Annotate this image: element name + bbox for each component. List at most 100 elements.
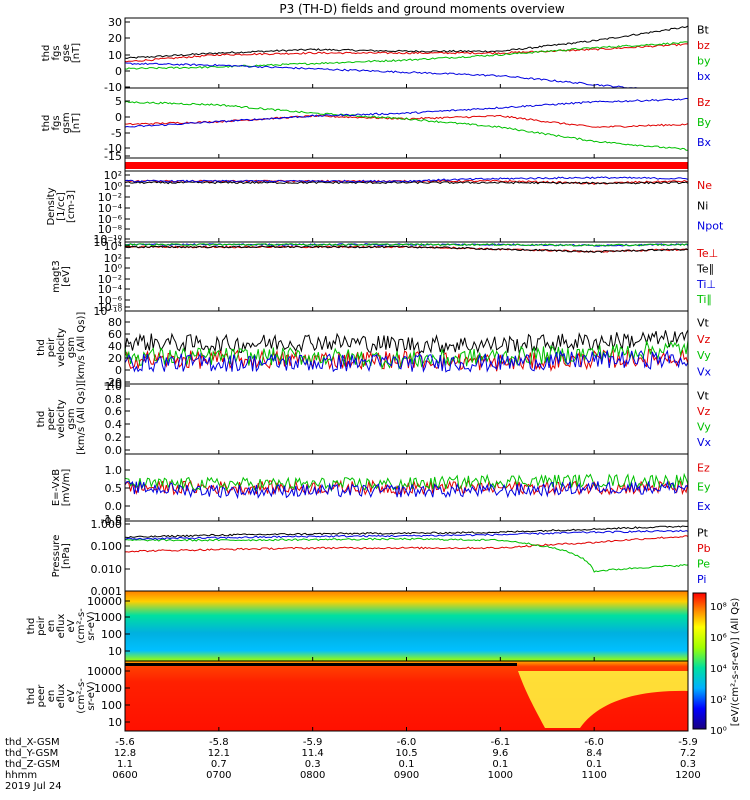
y-tick-label: 30: [108, 16, 122, 29]
y-tick-label: 0.2: [105, 431, 123, 444]
ephemeris-value: 11.4: [302, 748, 324, 759]
y-tick-label: 0.5: [105, 482, 123, 495]
y-axis-label: thd peir en eflux eV (cm²-s-sr-eV): [26, 608, 97, 644]
y-tick-label: 20: [108, 352, 122, 365]
legend-entry: bx: [697, 70, 711, 83]
y-tick-label: 0.8: [105, 393, 123, 406]
y-axis-label-line: [km/s (All Qs)]: [76, 312, 87, 384]
y-axis-label-line: thd: [41, 115, 52, 132]
y-axis-label-line: [km/s (All Qs)]: [76, 383, 87, 455]
series-line-pe: [124, 537, 689, 573]
legend-entry: Vt: [697, 317, 710, 330]
y-tick-label: -10: [104, 81, 122, 94]
legend-entry: Bx: [697, 136, 712, 149]
panel-peer-eflux: 10000 1000 100 10 thd peer en eflux eV (cm²-s-sr-…: [26, 660, 689, 732]
ephemeris-value: -5.8: [209, 737, 229, 748]
ephemeris-row-label: thd_Y-GSM: [5, 748, 58, 759]
y-tick-label: 100: [101, 699, 122, 712]
legend-entry: Ne: [697, 179, 712, 192]
y-axis-label-line: velocity: [56, 399, 67, 438]
spectrogram-image: [125, 591, 688, 661]
y-tick-label: 1.0: [105, 464, 123, 477]
y-tick-label: 10: [108, 645, 122, 658]
colorbar-tick-label: 10²: [710, 695, 727, 706]
legend-entry: Pi: [697, 573, 706, 586]
y-axis-label-line: thd: [26, 688, 37, 705]
ephemeris-value: 0700: [206, 770, 231, 781]
spectrogram-region: [518, 671, 688, 728]
y-axis-label-line: [mV/m]: [61, 469, 72, 507]
series-line-bx: [124, 97, 689, 128]
ephemeris-value: 12.8: [114, 748, 136, 759]
colorbar-tick-label: 10⁶: [710, 633, 727, 644]
ephemeris-value: 0900: [394, 770, 419, 781]
y-tick-label: 20: [108, 32, 122, 45]
y-tick-label: 1.000: [91, 518, 123, 531]
series-line-pi: [124, 529, 689, 540]
ephemeris-date: 2019 Jul 24: [5, 781, 62, 792]
y-tick-label: 0.0: [105, 500, 123, 513]
y-tick-label: 10⁻⁶: [98, 213, 123, 226]
panel-frame: [124, 453, 689, 522]
y-axis-label-line: peer: [46, 407, 57, 431]
y-tick-label: -5: [111, 127, 122, 140]
y-axis-label-line: [nT]: [71, 113, 82, 133]
y-tick-label: -20: [104, 376, 122, 389]
y-axis-label-line: eV: [66, 619, 77, 632]
y-axis-label-line: sr-eV): [86, 611, 97, 640]
y-tick-label: 10²: [104, 252, 122, 265]
legend-entry: Vz: [697, 405, 711, 418]
legend-entry: By: [697, 116, 712, 129]
series-line-bz: [124, 43, 689, 63]
ephemeris-row-label: thd_Z-GSM: [5, 759, 60, 770]
legend-entry: bz: [697, 39, 710, 52]
y-tick-label: -15: [104, 150, 122, 163]
y-axis-label-line: eflux: [56, 684, 67, 709]
y-tick-label: 10⁻⁴: [98, 202, 123, 215]
y-axis-label: thd fgs gse [nT]: [41, 43, 82, 63]
y-axis-label: thd fgs gsm [nT]: [41, 112, 82, 133]
y-axis-label-line: gse: [61, 44, 72, 62]
ephemeris-value: 1.1: [117, 759, 133, 770]
y-axis-label-line: sr-eV): [86, 681, 97, 710]
ephemeris-value: 0.1: [399, 759, 415, 770]
y-tick-label: 10⁰: [104, 180, 123, 193]
y-axis-label-line: gsm: [66, 337, 77, 358]
colorbar: [692, 592, 707, 730]
panel-efield: 1.0 0.5 0.0 -0.5-1.0 E=-VxB [mV/m] Ez Ey Ex: [51, 453, 711, 528]
legend-entry: Bz: [697, 96, 711, 109]
y-tick-label: 10⁰: [104, 262, 123, 275]
colorbar-tick-label: 10⁰: [710, 726, 727, 737]
series-line-ex: [124, 480, 689, 500]
y-axis-label-line: gsm: [61, 112, 72, 133]
series-line-vt: [124, 329, 689, 355]
y-axis-label: thd peer velocity gsm [km/s (All Qs)]: [36, 383, 87, 455]
ephemeris-value: 9.6: [492, 748, 508, 759]
colorbar-tick-label: 10⁸: [710, 602, 727, 613]
ephemeris-value: -5.9: [678, 737, 698, 748]
y-axis-label-line: Pressure: [51, 535, 62, 578]
panel-density: 10²10⁰10⁻²10⁻⁴10⁻⁶10⁻⁸10⁻¹⁰10⁻¹²Density[…: [46, 169, 724, 249]
y-axis-label: magt3 [eV]: [51, 260, 72, 293]
ephemeris-value: 12.1: [208, 748, 230, 759]
y-tick-label: 40: [108, 340, 122, 353]
y-axis-label: E=-VxB [mV/m]: [51, 469, 72, 507]
y-tick-label: 10⁻¹⁰: [93, 305, 122, 318]
y-tick-label: 80: [108, 316, 122, 329]
y-tick-label: 10⁻²: [98, 273, 122, 286]
legend-entry: by: [697, 54, 711, 67]
y-axis-label-line: [cm-3]: [66, 190, 77, 223]
series-line-npot: [124, 176, 689, 183]
legend-entry: Bt: [697, 23, 710, 36]
series-line-vx: [124, 349, 689, 373]
series-line-te: [124, 245, 689, 254]
y-axis-label-line: peer: [36, 684, 47, 708]
y-axis-label-line: thd: [36, 411, 47, 428]
series-line-ey: [124, 472, 689, 493]
y-tick-label: -10: [104, 142, 122, 155]
series-line-by: [124, 41, 689, 70]
colorbar-tick-label: 10⁴: [710, 664, 727, 675]
ephemeris-value: -5.9: [303, 737, 323, 748]
